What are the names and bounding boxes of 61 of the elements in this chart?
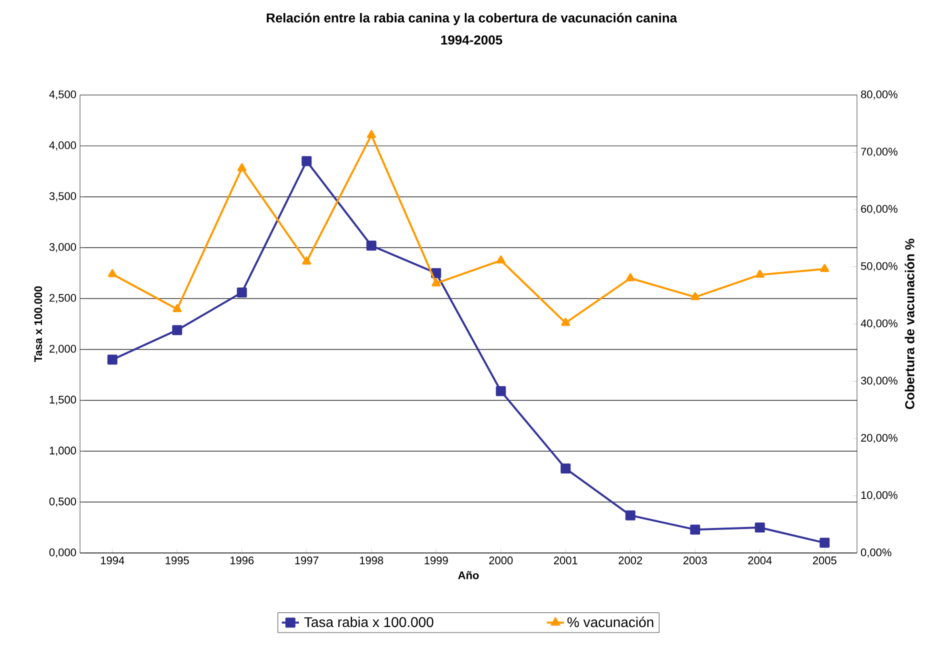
point	[302, 156, 312, 166]
x-tick-label: 2003	[683, 556, 707, 564]
point	[496, 255, 506, 264]
x-axis-title: Año	[458, 571, 479, 580]
point	[172, 304, 182, 312]
y-tick-label: 1,000	[50, 446, 76, 456]
y2-tick-label: 10,00%	[861, 491, 898, 500]
x-tick-label: 1995	[166, 556, 189, 564]
y-axis-title: Tasa x 100.000	[34, 286, 42, 362]
y-tick-label: 4,500	[49, 90, 76, 100]
y2-tick-label: 60,00%	[861, 204, 898, 214]
x-tick-label: 1996	[230, 556, 254, 564]
point	[626, 273, 635, 282]
point	[108, 269, 117, 278]
legend-label: % vacunación	[567, 616, 654, 628]
y-tick-label: 3,500	[49, 192, 76, 202]
point	[561, 318, 570, 326]
y2-tick-label: 40,00%	[860, 319, 898, 329]
y-tick-label: 4,000	[49, 141, 76, 150]
point	[172, 325, 182, 336]
y-tick-label: 1,500	[50, 396, 76, 405]
x-tick-label: 2002	[618, 556, 642, 564]
chart-subtitle: 1994-2005	[441, 35, 502, 45]
y2-tick-label: 80,00%	[861, 90, 898, 100]
x-tick-label: 2000	[489, 556, 513, 564]
point	[432, 278, 441, 286]
point	[366, 240, 376, 251]
y-tick-label: 2,000	[50, 344, 76, 354]
point	[625, 510, 636, 520]
x-tick-label: 1998	[360, 556, 384, 564]
x-tick-label: 2004	[748, 556, 772, 564]
point	[690, 292, 700, 300]
y2-tick-label: 30,00%	[860, 376, 898, 386]
x-tick-label: 2005	[812, 556, 836, 564]
point	[237, 163, 246, 172]
x-tick-label: 1994	[100, 556, 124, 564]
point	[366, 130, 376, 138]
point	[560, 464, 571, 474]
y-tick-label: 2,500	[50, 294, 76, 304]
legend-label: Tasa rabia x 100.000	[304, 616, 434, 628]
x-tick-label: 2001	[554, 556, 578, 564]
point	[236, 287, 247, 298]
x-tick-label: 1999	[424, 556, 448, 564]
x-tick-label: 1997	[295, 556, 318, 564]
y2-tick-label: 20,00%	[861, 434, 898, 444]
point	[820, 264, 830, 272]
y2-tick-label: 0,00%	[860, 548, 892, 558]
chart-title: Relación entre la rabia canina y la cobertura de vacunación canina	[266, 12, 678, 26]
point	[754, 522, 765, 533]
point	[107, 354, 118, 365]
y-tick-label: 0,500	[49, 498, 76, 507]
y-tick-label: 3,000	[49, 243, 76, 252]
point	[690, 524, 700, 535]
y2-tick-label: 70,00%	[861, 148, 898, 157]
y-tick-label: 0,000	[49, 548, 76, 558]
y2-axis-title: Cobertura de vacunación %	[904, 238, 914, 410]
point	[820, 538, 830, 548]
point	[496, 386, 506, 396]
point	[755, 270, 764, 278]
point	[302, 256, 312, 265]
y2-tick-label: 50,00%	[860, 262, 898, 272]
